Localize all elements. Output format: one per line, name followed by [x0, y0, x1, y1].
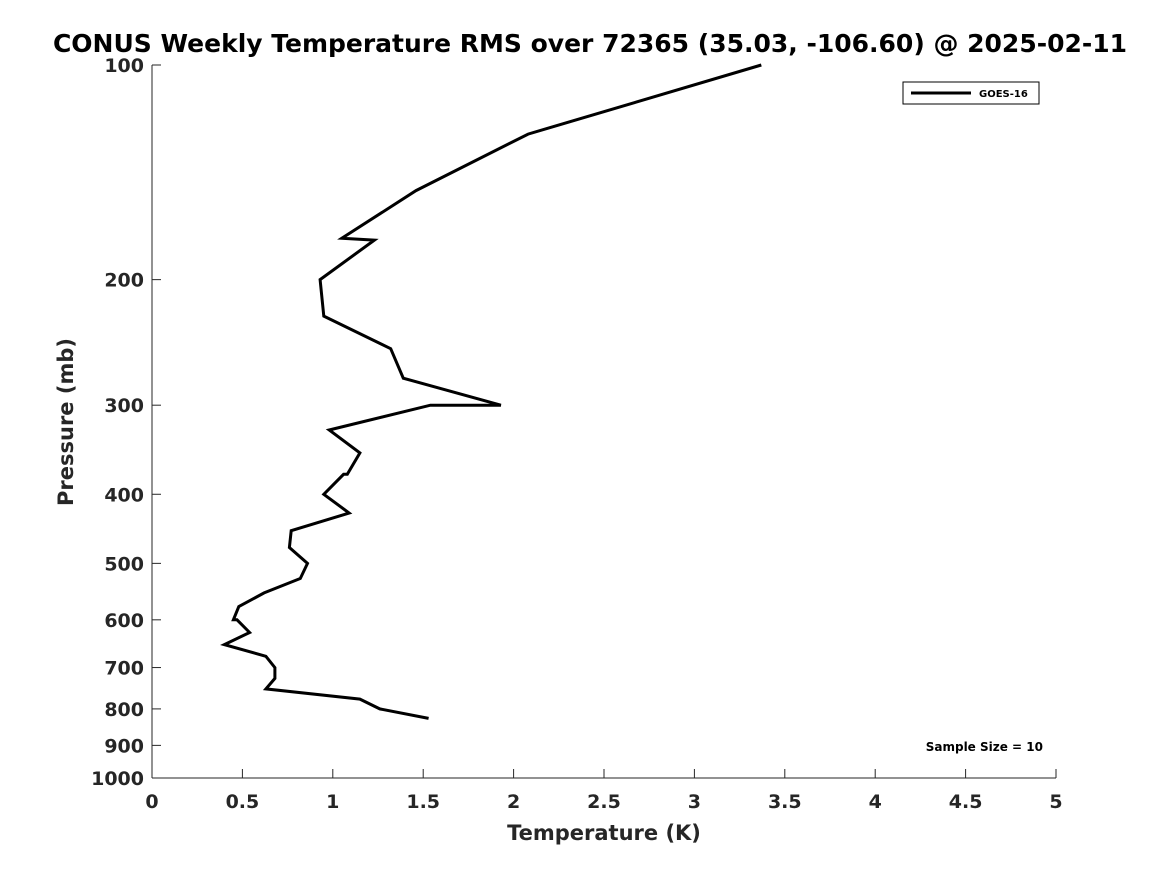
series-line-0 — [220, 63, 762, 720]
legend-label: GOES-16 — [979, 89, 1028, 100]
y-tick-label: 200 — [104, 270, 144, 292]
x-tick-label: 5 — [1049, 791, 1062, 813]
y-tick-label: 900 — [104, 735, 144, 757]
axes: 0 0.5 1 1.5 2 2.5 3 3.5 4 4.5 5 100 200 300 400 500 600 7… — [91, 55, 1063, 813]
x-tick-label: 1.5 — [406, 791, 440, 813]
y-tick-label: 600 — [104, 610, 144, 632]
x-tick-label: 0.5 — [226, 791, 260, 813]
x-tick-label: 0 — [145, 791, 158, 813]
legend: GOES-16 — [902, 81, 1040, 105]
x-tick-label: 3 — [688, 791, 701, 813]
x-tick-label: 2.5 — [587, 791, 621, 813]
x-tick-label: 2 — [507, 791, 520, 813]
x-tick-label: 4.5 — [949, 791, 983, 813]
y-tick-label: 100 — [104, 55, 144, 77]
sample-size-annotation: Sample Size = 10 — [926, 740, 1043, 754]
chart-title: CONUS Weekly Temperature RMS over 72365 … — [53, 29, 1127, 58]
y-tick-label: 800 — [104, 699, 144, 721]
x-axis-label: Temperature (K) — [507, 821, 701, 845]
y-axis-label: Pressure (mb) — [54, 338, 78, 506]
y-tick-label: 400 — [104, 484, 144, 506]
y-tick-label: 700 — [104, 658, 144, 680]
y-tick-label: 300 — [104, 395, 144, 417]
x-tick-label: 4 — [869, 791, 882, 813]
y-tick-label: 500 — [104, 553, 144, 575]
x-tick-label: 3.5 — [768, 791, 802, 813]
y-tick-label: 1000 — [91, 768, 144, 790]
x-tick-label: 1 — [326, 791, 339, 813]
plot-area — [220, 63, 762, 720]
